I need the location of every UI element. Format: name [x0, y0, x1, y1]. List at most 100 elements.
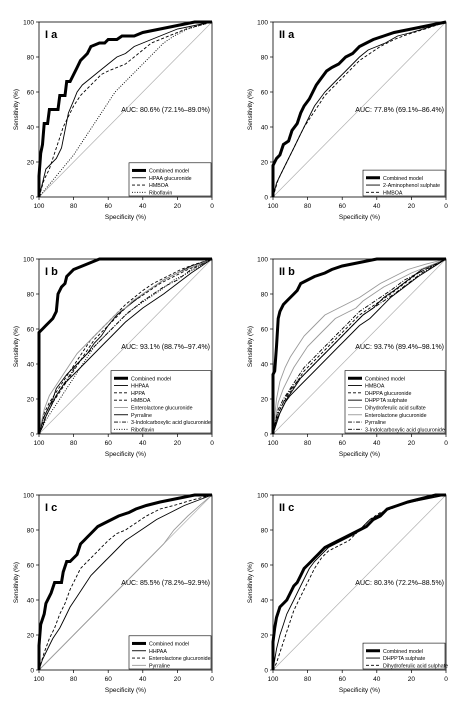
y-tick-label: 80 [27, 528, 35, 535]
plot-frame [272, 258, 447, 435]
roc-curve-series-6 [38, 258, 213, 435]
roc-curve-series-1 [271, 493, 446, 670]
y-tick-label: 0 [30, 195, 34, 202]
x-tick-label: 40 [139, 440, 147, 447]
legend-entry: Enterolactone glucuronide [131, 405, 193, 411]
legend-box [110, 370, 212, 434]
x-tick-label: 40 [373, 203, 381, 210]
plot-frame [38, 21, 213, 198]
roc-curve-series-1 [271, 257, 446, 434]
legend-entry: Enterolactone glucuronide [365, 413, 427, 419]
legend-entry: Riboflavin [131, 427, 154, 433]
y-tick-label: 20 [27, 160, 35, 167]
legend-entry: DHPPTA sulphate [383, 656, 425, 662]
roc-panel-6: II c 100 80 60 40 20 0 0 20 40 60 80 100 Specificity … [247, 493, 448, 695]
roc-curve-series-1 [37, 257, 212, 434]
legend-entry: HMBOA [383, 190, 403, 196]
x-tick-label: 20 [408, 676, 416, 683]
reference-diagonal [272, 21, 447, 198]
y-tick-label: 20 [261, 160, 269, 167]
x-tick-label: 80 [70, 203, 78, 210]
x-tick-label: 40 [373, 676, 381, 683]
legend: Combined model HPAA glucuronideHMBOARibof… [128, 162, 212, 196]
legend-box [362, 169, 446, 197]
x-tick-label: 80 [70, 440, 78, 447]
y-tick-label: 80 [261, 292, 269, 299]
auc-annotation: AUC: 80.3% (72.2%–88.5%) [355, 580, 444, 587]
y-axis-title: Sensitivity (%) [247, 562, 254, 603]
roc-curve-series-3 [38, 21, 213, 198]
x-tick-label: 80 [304, 676, 312, 683]
auc-annotation: AUC: 93.7% (89.4%–98.1%) [355, 344, 444, 351]
y-tick-label: 0 [264, 195, 268, 202]
legend-entry: Combined model [383, 176, 423, 182]
roc-curve-series-8 [38, 258, 213, 435]
y-tick-label: 0 [30, 668, 34, 675]
plot-frame [272, 21, 447, 198]
panel-label: II c [279, 502, 294, 514]
x-tick-label: 20 [174, 203, 182, 210]
y-tick-label: 100 [257, 493, 268, 500]
legend-entry: Enterolactone glucuronide [149, 656, 211, 662]
roc-curve-series-4 [38, 258, 213, 435]
roc-curve-series-5 [272, 258, 447, 435]
roc-curve-series-7 [38, 258, 213, 435]
x-tick-label: 80 [304, 203, 312, 210]
legend-box [362, 642, 446, 670]
y-tick-label: 60 [261, 327, 269, 334]
y-axis-title: Sensitivity (%) [13, 89, 20, 130]
roc-panel-2: II a 100 80 60 40 20 0 0 20 40 60 80 100 Specificity … [247, 20, 448, 222]
x-axis-title: Specificity (%) [105, 451, 146, 458]
y-tick-label: 0 [30, 432, 34, 439]
roc-curve-series-1 [37, 493, 212, 670]
y-tick-label: 40 [27, 598, 35, 605]
x-tick-label: 40 [139, 203, 147, 210]
legend-entry: 2-Aminophenol sulphate [383, 183, 440, 189]
roc-curve-series-3 [272, 21, 447, 198]
legend-entry: Dihydroferulic acid sulphate [383, 663, 448, 669]
auc-annotation: AUC: 85.5% (78.2%–92.9%) [121, 580, 210, 587]
legend-entry: HMBOA [131, 398, 151, 404]
legend-box [128, 635, 212, 670]
legend-entry: HHPAA [149, 649, 167, 655]
roc-curve-series-2 [38, 21, 213, 198]
roc-curve-series-2 [272, 21, 447, 198]
reference-diagonal [38, 258, 213, 435]
x-axis-title: Specificity (%) [105, 214, 146, 221]
y-tick-label: 80 [261, 55, 269, 62]
x-axis-title: Specificity (%) [339, 687, 380, 694]
legend-entry: HPAA glucuronide [149, 176, 192, 182]
y-axis-title: Sensitivity (%) [247, 326, 254, 367]
y-tick-label: 100 [23, 20, 34, 27]
y-tick-label: 100 [257, 20, 268, 27]
auc-annotation: AUC: 80.6% (72.1%–89.0%) [121, 107, 210, 114]
y-tick-label: 20 [27, 397, 35, 404]
y-tick-label: 60 [261, 90, 269, 97]
y-tick-label: 40 [261, 125, 269, 132]
legend-entry: HMBOA [149, 183, 169, 189]
y-axis-title: Sensitivity (%) [13, 326, 20, 367]
legend-entry: Dihydroferulic acid sulfate [365, 405, 426, 411]
x-tick-label: 0 [444, 440, 448, 447]
x-tick-label: 60 [339, 203, 347, 210]
y-tick-label: 0 [264, 668, 268, 675]
legend-entry: Combined model [149, 641, 189, 647]
x-tick-label: 20 [408, 440, 416, 447]
y-tick-label: 20 [261, 397, 269, 404]
y-axis-title: Sensitivity (%) [13, 562, 20, 603]
x-tick-label: 80 [304, 440, 312, 447]
roc-curve-series-4 [272, 258, 447, 435]
roc-curve-series-7 [272, 258, 447, 435]
y-tick-label: 60 [27, 90, 35, 97]
roc-curve-series-2 [38, 494, 213, 671]
panel-label: II b [279, 266, 295, 278]
plot-frame [272, 494, 447, 671]
legend-entry: Combined model [149, 168, 189, 174]
legend-entry: Combined model [131, 376, 171, 382]
legend-entry: Combined model [365, 376, 405, 382]
y-tick-label: 100 [257, 257, 268, 264]
y-tick-label: 20 [261, 633, 269, 640]
